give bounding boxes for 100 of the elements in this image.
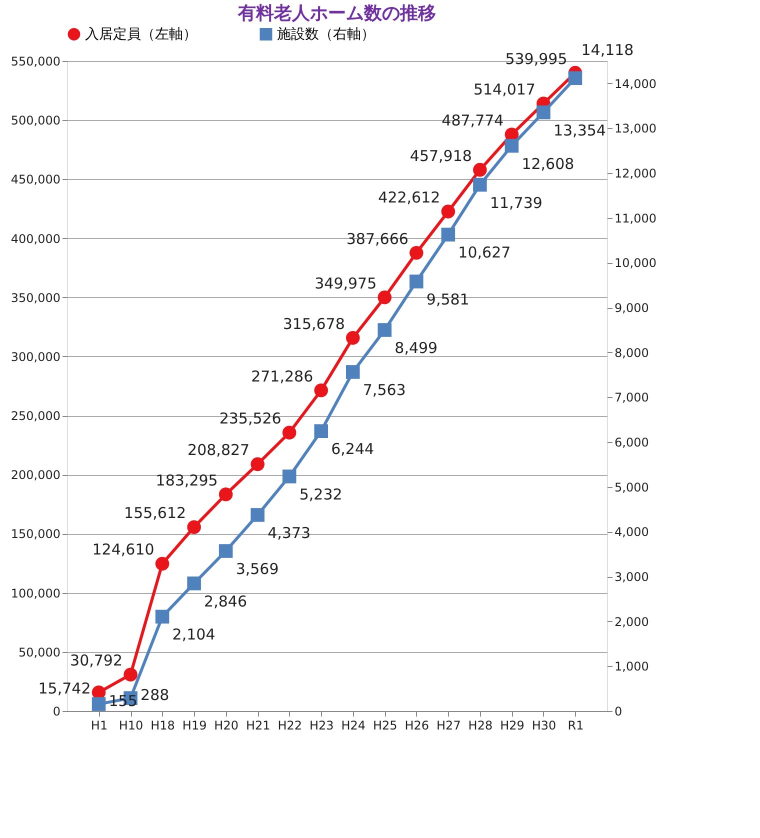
y-tick-label: 0 (52, 704, 60, 718)
y2-tick-label: 11,000 (614, 211, 656, 226)
data-label: 2,846 (204, 592, 248, 610)
data-label: 13,354 (553, 121, 606, 140)
point (410, 274, 424, 288)
data-label: 9,581 (426, 290, 470, 309)
y2-tick-label: 14,000 (614, 76, 656, 91)
y-tick-label: 350,000 (10, 290, 60, 305)
point (314, 424, 328, 438)
x-tick-label: H24 (341, 718, 366, 732)
y2-tick-label: 3,000 (614, 570, 649, 584)
y2-tick-label: 8,000 (614, 346, 649, 360)
point (378, 323, 392, 337)
x-tick-label: H23 (309, 718, 334, 732)
y2-tick-label: 10,000 (614, 256, 656, 270)
y-tick-label: 500,000 (10, 114, 60, 128)
x-tick-label: H20 (214, 718, 238, 732)
y-tick-label: 550,000 (10, 54, 60, 68)
y-tick-label: 200,000 (10, 468, 60, 482)
y2-tick-label: 4,000 (614, 525, 649, 540)
x-tick-label: H21 (246, 718, 270, 732)
y-tick-label: 150,000 (10, 527, 60, 542)
x-tick-label: H28 (468, 718, 493, 732)
data-label: 12,608 (522, 154, 574, 173)
y2-tick-label: 13,000 (614, 122, 656, 136)
x-tick-label: H10 (118, 718, 144, 732)
data-label: 7,563 (362, 380, 406, 399)
point (346, 331, 360, 345)
point (218, 544, 233, 558)
y-tick-label: 50,000 (18, 645, 60, 660)
chart-title: 有料老人ホーム数の推移 (237, 3, 436, 24)
point (314, 384, 328, 398)
data-label: 183,295 (156, 471, 218, 490)
data-label: 539,995 (505, 50, 568, 68)
data-label: 315,678 (282, 314, 345, 333)
x-tick-label: H27 (436, 718, 461, 732)
x-tick-label: H22 (278, 718, 302, 732)
y2-tick-label: 1,000 (614, 660, 649, 674)
data-label: 10,627 (458, 244, 511, 262)
data-label: 155,612 (124, 504, 186, 522)
point (124, 668, 138, 682)
legend-label: 施設数（右軸） (277, 26, 375, 42)
data-label: 2,104 (172, 626, 216, 644)
legend-label: 入居定員（左軸） (85, 26, 197, 42)
data-label: 6,244 (331, 440, 374, 458)
data-label: 3,569 (236, 560, 279, 578)
point (218, 488, 233, 502)
x-tick-label: R1 (568, 718, 584, 732)
data-label: 288 (140, 686, 170, 704)
point (568, 71, 582, 86)
data-label: 235,526 (219, 410, 282, 428)
data-label: 15,742 (38, 679, 91, 698)
data-label: 271,286 (251, 367, 314, 386)
y-tick-label: 250,000 (10, 409, 60, 424)
point (473, 162, 487, 177)
point (346, 365, 360, 379)
data-label: 514,017 (473, 80, 536, 99)
data-label: 4,373 (268, 524, 311, 542)
y2-tick-label: 0 (614, 704, 622, 718)
data-label: 487,774 (442, 112, 504, 130)
point (92, 697, 106, 711)
point (441, 228, 456, 242)
data-label: 124,610 (92, 540, 154, 559)
x-tick-label: H1 (90, 718, 108, 732)
x-tick-label: H30 (532, 718, 556, 732)
point (410, 246, 424, 260)
data-label: 387,666 (346, 230, 408, 248)
data-label: 5,232 (299, 485, 342, 504)
point (536, 105, 550, 120)
y2-tick-label: 5,000 (614, 480, 649, 494)
data-label: 208,827 (188, 441, 250, 460)
y-tick-label: 450,000 (10, 172, 60, 187)
data-label: 14,118 (581, 41, 634, 60)
x-tick-label: H25 (373, 718, 398, 732)
data-label: 8,499 (394, 339, 438, 358)
point (155, 556, 170, 571)
point (250, 508, 264, 522)
point (378, 290, 392, 304)
data-label: 11,739 (490, 194, 542, 212)
x-tick-label: H19 (182, 718, 207, 732)
point (187, 576, 201, 590)
x-tick-label: H18 (150, 718, 175, 732)
point (282, 470, 296, 484)
y2-tick-label: 9,000 (614, 301, 649, 316)
x-tick-label: H29 (500, 718, 524, 732)
point (504, 138, 519, 153)
y-tick-label: 300,000 (10, 350, 60, 364)
x-tick-label: H26 (404, 718, 430, 732)
y2-tick-label: 2,000 (614, 614, 649, 629)
data-label: 422,612 (378, 188, 440, 207)
y-tick-label: 100,000 (10, 586, 60, 600)
point (250, 457, 264, 472)
y2-tick-label: 7,000 (614, 390, 649, 405)
y2-tick-label: 6,000 (614, 436, 649, 450)
y-tick-label: 400,000 (10, 232, 60, 246)
y2-tick-label: 12,000 (614, 166, 656, 181)
point (187, 520, 201, 534)
point (441, 204, 456, 218)
point (282, 426, 296, 440)
point (473, 178, 487, 192)
